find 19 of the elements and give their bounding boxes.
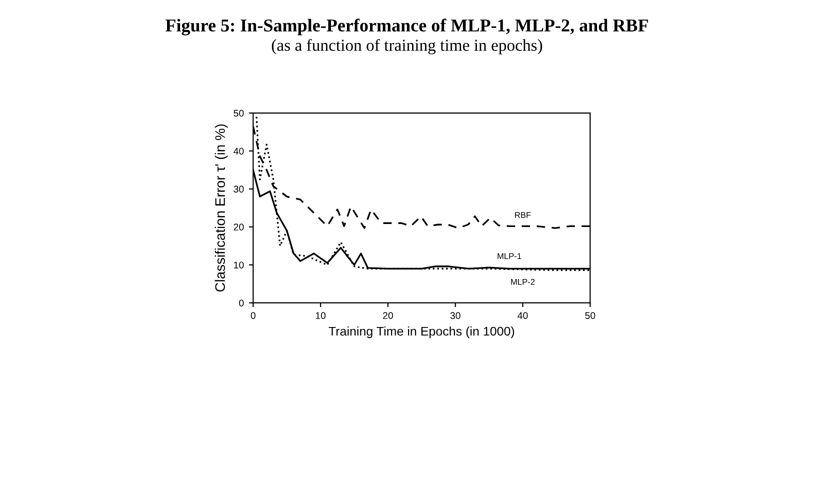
y-tick-label: 40 [234, 148, 244, 155]
y-tick-label: 10 [234, 262, 244, 268]
y-tick-label: 30 [234, 186, 244, 193]
x-tick-label: 40 [518, 312, 528, 320]
y-tick-label: 0 [239, 300, 244, 306]
x-tick-label: 20 [383, 312, 393, 320]
x-tick-label: 50 [585, 312, 596, 320]
y-axis-title: Classification Error τ' (in %) [214, 124, 228, 292]
y-tick-label: 50 [234, 110, 244, 117]
series-label: MLP-2 [511, 278, 535, 285]
y-tick-label: 20 [234, 224, 244, 231]
chart-title: Figure 5: In-Sample-Performance of MLP-1, MLP-2, and RBF [166, 18, 648, 36]
series-label: RBF [515, 212, 531, 218]
chart-subtitle: (as a function of training time in epochs) [272, 38, 542, 54]
series-label: MLP-1 [498, 253, 522, 259]
x-tick-label: 10 [316, 312, 326, 320]
x-axis-title: Training Time in Epochs (in 1000) [328, 326, 514, 338]
x-tick-label: 0 [250, 312, 256, 320]
x-tick-label: 30 [450, 312, 460, 320]
